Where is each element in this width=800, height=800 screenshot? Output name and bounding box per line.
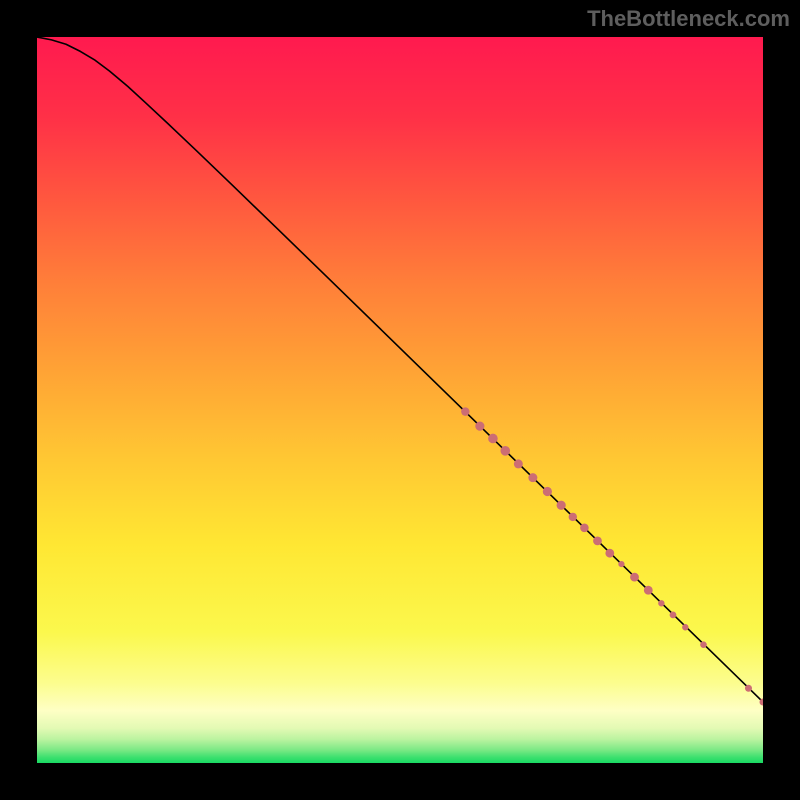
marker-point (528, 473, 537, 482)
marker-point (658, 600, 664, 606)
marker-point (475, 422, 484, 431)
marker-point (644, 586, 653, 595)
marker-point (500, 446, 510, 456)
watermark-text: TheBottleneck.com (587, 6, 790, 32)
marker-point (682, 624, 688, 630)
marker-point (580, 523, 589, 532)
marker-point (461, 407, 469, 415)
marker-point (543, 487, 552, 496)
marker-point (557, 501, 566, 510)
marker-point (745, 685, 752, 692)
marker-point (569, 513, 577, 521)
plot-area (37, 37, 763, 763)
marker-point (700, 641, 707, 648)
chart-container: TheBottleneck.com (0, 0, 800, 800)
marker-point (670, 612, 677, 619)
marker-point (630, 573, 639, 582)
plot-svg (37, 37, 763, 763)
marker-point (488, 434, 498, 444)
gradient-background (37, 37, 763, 763)
marker-point (593, 536, 602, 545)
marker-point (618, 561, 624, 567)
marker-point (605, 549, 614, 558)
marker-point (514, 459, 523, 468)
